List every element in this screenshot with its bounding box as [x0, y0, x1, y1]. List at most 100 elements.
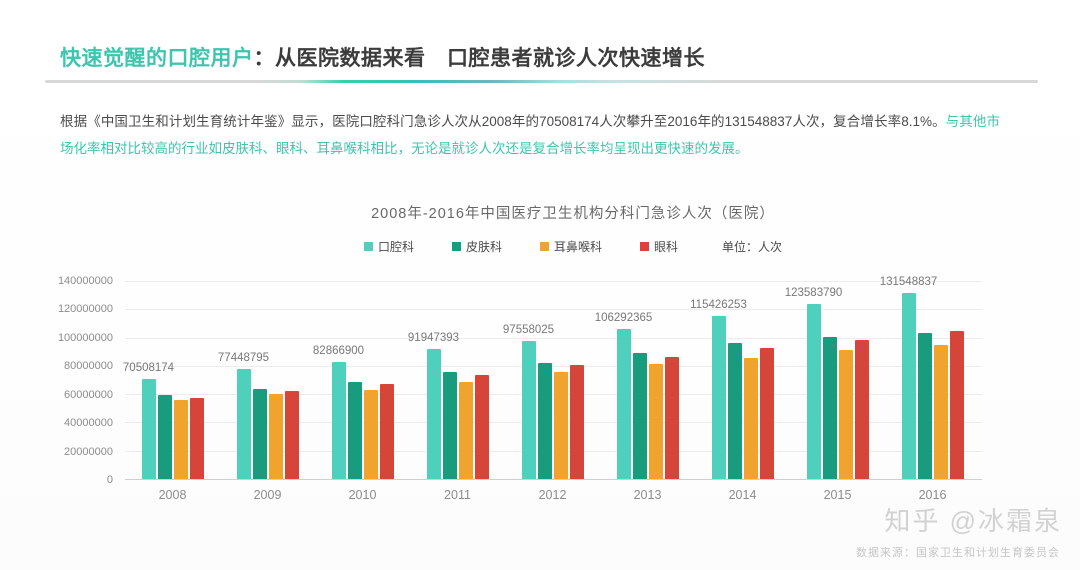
x-tick-label: 2011	[444, 488, 471, 502]
x-tick-label: 2009	[253, 488, 282, 502]
legend-label: 口腔科	[377, 240, 414, 254]
bar-group-2014: 115426253	[690, 281, 790, 479]
bar-series0-2011	[426, 348, 441, 479]
bar-value-label: 131548837	[879, 275, 938, 288]
bar-group-2011: 91947393	[408, 281, 505, 479]
y-tick-label: 20000000	[64, 445, 113, 458]
bar-group-2016: 131548837	[880, 276, 980, 479]
bar-series2-2012	[553, 372, 568, 479]
bar-group-2015: 123583790	[785, 281, 885, 479]
gridline	[125, 281, 982, 282]
watermark: 知乎 @冰霜泉	[884, 506, 1062, 536]
bar-series0-2015	[806, 304, 821, 479]
y-tick-label: 80000000	[64, 360, 113, 373]
legend-swatch-icon	[640, 242, 649, 251]
chart-legend: 口腔科 皮肤科 耳鼻喉科 眼科 单位：人次	[66, 238, 1080, 255]
bar-series3-2010	[379, 384, 394, 479]
y-tick-label: 120000000	[57, 303, 113, 316]
legend-item-1: 皮肤科	[451, 238, 502, 255]
title-underline-divider	[45, 80, 1038, 83]
bar-series1-2011	[442, 372, 457, 479]
intro-text-main: 根据《中国卫生和计划生育统计年鉴》显示，医院口腔科门急诊人次从2008年的705…	[60, 114, 946, 129]
bar-series1-2008	[157, 395, 172, 479]
bar-series3-2015	[854, 340, 869, 479]
x-tick-label: 2016	[918, 488, 947, 502]
y-tick-label: 100000000	[57, 331, 113, 344]
bar-series0-2012	[521, 341, 536, 479]
plot-area: 70508174 77448795 82866900 91947393 97558025…	[123, 276, 982, 480]
bar-series2-2008	[173, 399, 188, 479]
x-tick-label: 2012	[538, 488, 567, 502]
bar-series2-2013	[648, 363, 663, 479]
bar-series1-2016	[917, 332, 932, 479]
bar-series1-2010	[347, 381, 362, 479]
bar-group-2008: 70508174	[123, 281, 220, 479]
bar-series0-2010	[331, 361, 346, 479]
unit-label: 单位：人次	[722, 240, 783, 254]
legend-item-3: 眼科	[640, 238, 678, 255]
x-tick-label: 2014	[728, 488, 757, 502]
intro-text-highlight: 与其他市场化率相对比较高的行业如皮肤科、眼科、耳鼻喉科相比，无论是就诊人次还是复…	[60, 114, 1000, 156]
bar-series0-2016	[901, 292, 916, 479]
bar-series2-2010	[363, 389, 378, 479]
bar-series3-2012	[569, 365, 584, 479]
bar-value-label: 123583790	[784, 287, 843, 300]
y-tick-label: 140000000	[57, 275, 113, 287]
page-title: 快速觉醒的口腔用户：从医院数据来看 口腔患者就诊人次快速增长	[60, 42, 705, 72]
bar-series3-2011	[474, 375, 489, 479]
bar-series0-2014	[711, 315, 726, 479]
bar-value-label: 82866900	[312, 344, 365, 357]
bar-value-label: 115426253	[690, 298, 747, 311]
legend-label: 皮肤科	[465, 240, 502, 254]
page-title-rest: ：从医院数据来看 口腔患者就诊人次快速增长	[253, 47, 705, 70]
bar-value-label: 91947393	[407, 331, 460, 344]
bar-series2-2016	[933, 344, 948, 479]
bar-value-label: 106292365	[594, 311, 653, 324]
bar-group-2009: 77448795	[218, 281, 315, 479]
gridline	[125, 365, 982, 367]
legend-item-2: 耳鼻喉科	[539, 238, 602, 255]
x-tick-label: 2008	[158, 488, 187, 502]
bar-series1-2014	[727, 343, 742, 479]
x-tick-label: 2015	[823, 488, 852, 502]
page-title-highlight: 快速觉醒的口腔用户	[60, 47, 254, 70]
x-tick-label: 2010	[348, 488, 377, 502]
legend-swatch-icon	[451, 242, 461, 251]
bar-series0-2013	[616, 328, 631, 479]
bar-series3-2009	[284, 391, 299, 479]
y-tick-label: 40000000	[64, 417, 113, 430]
bar-series2-2009	[268, 394, 283, 479]
bar-value-label: 97558025	[502, 324, 555, 337]
legend-label: 耳鼻喉科	[553, 240, 602, 254]
bar-series1-2013	[632, 353, 647, 479]
bar-group-2013: 106292365	[595, 281, 695, 479]
bar-series3-2013	[664, 356, 679, 479]
y-tick-label: 60000000	[64, 388, 113, 401]
y-tick-label: 0	[106, 474, 113, 486]
bar-group-2010: 82866900	[313, 281, 410, 479]
intro-paragraph: 根据《中国卫生和计划生育统计年鉴》显示，医院口腔科门急诊人次从2008年的705…	[60, 108, 1000, 162]
bar-series3-2014	[759, 348, 774, 479]
bar-series1-2009	[252, 389, 267, 479]
bar-series3-2016	[949, 331, 964, 479]
gridline	[125, 309, 982, 311]
bar-value-label: 70508174	[122, 362, 175, 375]
bar-series0-2008	[141, 379, 156, 479]
bar-value-label: 77448795	[217, 352, 270, 365]
bar-series2-2015	[838, 350, 853, 479]
legend-swatch-icon	[539, 242, 549, 251]
bar-series1-2012	[537, 363, 552, 479]
y-axis: 140000000 120000000 100000000 80000000 60000…	[40, 275, 113, 486]
x-axis: 2008 2009 2010 2011 2012 2013 2014 2015 2016	[125, 488, 982, 508]
bar-group-2012: 97558025	[503, 281, 600, 479]
bar-series1-2015	[822, 336, 837, 479]
legend-label: 眼科	[654, 240, 679, 254]
bar-series3-2008	[189, 397, 204, 479]
legend-item-0: 口腔科	[363, 238, 414, 255]
data-source: 数据来源：国家卫生和计划生育委员会	[856, 547, 1060, 559]
gridline	[125, 337, 982, 339]
bar-series0-2009	[236, 369, 251, 479]
bar-series2-2014	[743, 358, 758, 479]
bar-series2-2011	[458, 381, 473, 479]
